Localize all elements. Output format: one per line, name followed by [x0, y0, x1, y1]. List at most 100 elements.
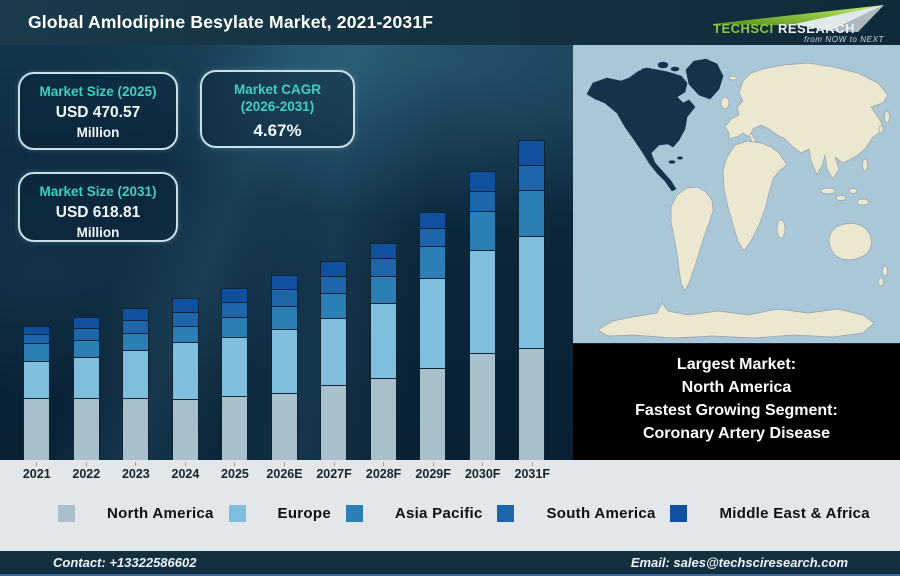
stat-label: Market CAGR (2026-2031): [233, 82, 322, 114]
bar-2025[interactable]: [221, 288, 248, 460]
techsci-research-logo: TECHSCI RESEARCH from NOW to NEXT: [712, 5, 884, 43]
axis-tick: [383, 462, 385, 466]
bar-segment-europe: [171, 342, 199, 399]
bar-segment-asia-pacific: [270, 306, 298, 329]
bar-segment-asia-pacific: [72, 340, 100, 357]
x-axis-label-2029f: 2029F: [408, 462, 458, 481]
map-britain: [720, 96, 730, 110]
bar-segment-middle-east-africa: [270, 275, 298, 289]
bar-segment-south-america: [468, 191, 496, 211]
bar-segment-south-america: [23, 334, 50, 343]
bar-segment-europe: [518, 236, 545, 348]
logo-tagline: from NOW to NEXT: [804, 35, 884, 43]
x-axis-label-2024: 2024: [161, 462, 211, 481]
callout-line: Fastest Growing Segment:: [635, 402, 838, 419]
x-axis-label-2021: 2021: [12, 462, 62, 481]
map-antarctica: [597, 302, 875, 339]
axis-tick: [184, 462, 186, 466]
bar-2031f[interactable]: [518, 140, 545, 460]
stat-box-market-size-2025: Market Size (2025) USD 470.57 Million: [18, 72, 178, 150]
bar-segment-south-america: [419, 228, 446, 246]
legend-label: Europe: [277, 504, 331, 522]
bar-segment-north-america: [369, 378, 397, 460]
x-axis-label-2022: 2022: [62, 462, 112, 481]
bar-2026e[interactable]: [270, 275, 298, 460]
legend-item-europe[interactable]: Europe: [228, 504, 331, 522]
bottom-strip: 2021 2022 2023 2024 2025 2026E 2027F 2028F 2029F…: [0, 460, 900, 551]
bar-2027f[interactable]: [320, 261, 347, 460]
bar-segment-asia-pacific: [221, 317, 248, 337]
bar-segment-south-america: [518, 165, 545, 190]
bar-segment-asia-pacific: [171, 326, 199, 342]
bar-segment-south-america: [122, 320, 149, 333]
callout-line: Largest Market:: [676, 356, 797, 373]
logo-brand-primary: TECHSCI: [713, 21, 774, 36]
legend-swatch-europe: [228, 504, 246, 522]
map-philippines: [862, 158, 868, 172]
map-island: [835, 195, 847, 201]
world-map-svg: [573, 45, 900, 343]
bar-segment-europe: [122, 350, 149, 398]
bar-segment-north-america: [23, 398, 50, 460]
bar-segment-north-america: [320, 385, 347, 460]
stat-label: Market Size (2025): [39, 84, 157, 99]
map-greenland-highlight: [685, 58, 724, 100]
map-iceland: [728, 75, 738, 81]
bar-segment-europe: [221, 337, 248, 396]
bar-segment-europe: [23, 361, 50, 398]
map-caribbean-island: [677, 156, 683, 160]
legend-item-south-america[interactable]: South America: [497, 504, 656, 522]
map-island: [820, 187, 836, 195]
axis-tick: [284, 462, 285, 466]
axis-tick: [36, 462, 38, 466]
stat-unit: Million: [76, 225, 120, 240]
bar-2023[interactable]: [122, 308, 149, 460]
logo-brand-secondary: RESEARCH: [778, 21, 855, 36]
bar-2030f[interactable]: [468, 171, 496, 460]
legend-item-asia-pacific[interactable]: Asia Pacific: [345, 504, 483, 522]
bar-segment-north-america: [419, 368, 446, 460]
stat-box-market-size-2031: Market Size (2031) USD 618.81 Million: [18, 172, 178, 242]
bar-2024[interactable]: [171, 298, 199, 460]
bar-segment-europe: [270, 329, 298, 393]
stat-box-market-cagr: Market CAGR (2026-2031) 4.67%: [200, 70, 355, 148]
bar-segment-asia-pacific: [468, 211, 496, 250]
bar-segment-middle-east-africa: [221, 288, 248, 302]
axis-tick: [333, 462, 335, 466]
bar-segment-north-america: [171, 399, 199, 460]
chart-legend: North America Europe Asia Pacific South Ame…: [58, 500, 870, 526]
bar-segment-asia-pacific: [369, 276, 397, 303]
header-bar: Global Amlodipine Besylate Market, 2021-…: [0, 0, 900, 45]
x-axis-label-2027f: 2027F: [309, 462, 359, 481]
legend-label: South America: [546, 504, 656, 522]
logo-arrow-icon: [712, 5, 884, 32]
bar-2028f[interactable]: [369, 243, 397, 460]
bar-segment-middle-east-africa: [320, 261, 347, 276]
axis-tick: [432, 462, 434, 466]
bar-segment-south-america: [320, 276, 347, 293]
legend-item-middle-east-africa[interactable]: Middle East & Africa: [670, 504, 870, 522]
bar-segment-north-america: [122, 398, 149, 460]
legend-label: Asia Pacific: [394, 504, 483, 522]
bar-segment-middle-east-africa: [72, 317, 100, 328]
legend-item-north-america[interactable]: North America: [58, 504, 214, 522]
stat-label: Market Size (2031): [39, 184, 157, 199]
bar-segment-south-america: [270, 289, 298, 306]
legend-swatch-north-america: [58, 504, 75, 522]
bar-segment-south-america: [171, 312, 199, 326]
axis-tick: [482, 462, 484, 466]
bar-2022[interactable]: [72, 317, 100, 460]
bar-segment-europe: [72, 357, 100, 398]
footer-contact: Contact: +13322586602: [53, 555, 197, 570]
x-axis-label-2026e: 2026E: [260, 462, 310, 481]
stat-unit: Million: [76, 125, 120, 140]
stacked-bar-chart: [23, 100, 545, 460]
bar-2029f[interactable]: [419, 212, 446, 460]
callout-box: Largest Market: North America Fastest Gr…: [573, 344, 900, 460]
axis-tick: [85, 462, 87, 466]
bar-segment-north-america: [72, 398, 100, 460]
bar-2021[interactable]: [23, 326, 50, 460]
page-title: Global Amlodipine Besylate Market, 2021-…: [28, 12, 434, 32]
axis-tick: [135, 462, 137, 466]
axis-tick: [531, 462, 533, 466]
